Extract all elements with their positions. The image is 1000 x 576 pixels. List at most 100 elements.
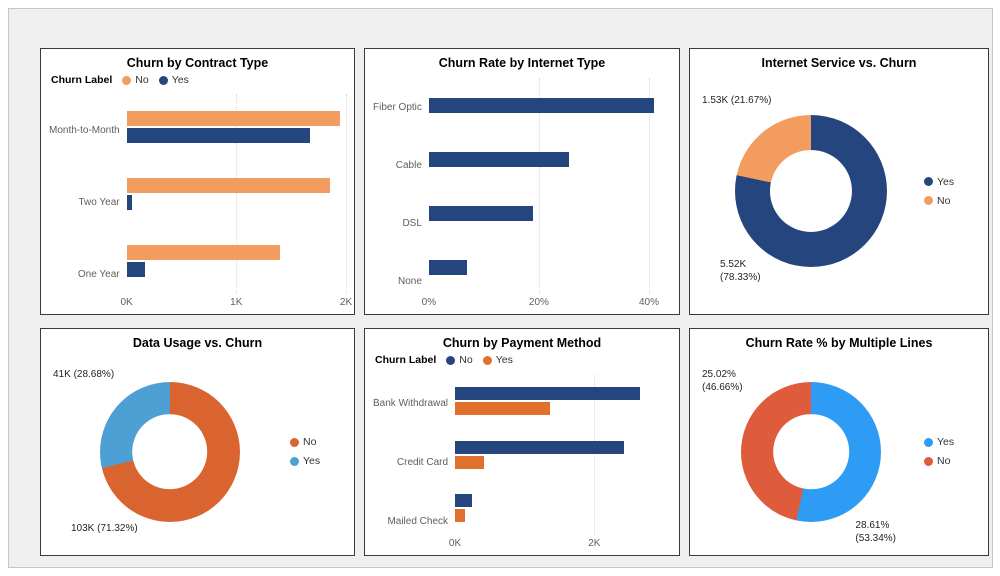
legend-dot [482,355,492,365]
x-axis: 0K 1K 2K [120,294,352,310]
category-label: Month-to-Month [49,124,120,136]
bar-group [428,186,671,240]
bar-group [126,227,346,294]
bar-no[interactable] [455,494,473,508]
bar-no[interactable] [126,111,340,127]
slice-label: 25.02% (46.66%) [702,369,743,393]
legend-item[interactable]: No [924,195,980,207]
legend-item[interactable]: No [122,74,149,86]
category-axis: Month-to-Month Two Year One Year [49,94,127,310]
bar-no[interactable] [455,386,640,400]
legend-title: Churn Label [51,74,113,86]
bar-no[interactable] [455,440,624,454]
churn-by-payment-method-chart: Churn Label No Yes Bank Withdrawal Credit Ca… [373,352,671,551]
chart-legend: Yes No [924,176,980,207]
legend-dot [446,355,456,365]
category-label: Fiber Optic [373,101,422,113]
dashboard-grid: Churn by Contract Type Churn Label No Yes M… [9,9,992,556]
donut-chart[interactable] [99,381,240,522]
legend-label: Yes [937,175,955,188]
bars-area [126,94,347,294]
category-label: Bank Withdrawal [373,398,449,409]
x-axis: 0K 2K [449,535,671,551]
donut-chart[interactable] [735,115,887,267]
x-tick-label: 0K [448,538,462,549]
x-axis: 0% 20% 40% [422,294,671,310]
legend-item[interactable]: No [446,354,473,366]
bar-yes[interactable] [126,195,132,210]
legend-label: Yes [303,455,321,467]
category-label: Credit Card [396,457,449,468]
legend-item[interactable]: No [924,455,980,467]
bar-yes[interactable] [126,128,310,144]
plot-area: Month-to-Month Two Year One Year 0K 1K 2K [49,88,352,310]
legend-item[interactable]: Yes [482,354,513,366]
donut-hole [769,149,853,233]
card-churn-rate-by-multiple-lines: Churn Rate % by Multiple Lines 28.61% (53… [689,328,989,556]
legend-label: No [135,74,149,86]
category-axis: Fiber Optic Cable DSL None [373,78,429,310]
legend-item[interactable]: Yes [924,176,980,188]
internet-service-vs-churn-chart: 5.52K (78.33%) 1.53K (21.67%) Yes No [698,72,980,310]
gridline [648,78,650,294]
bar-churn-rate[interactable] [428,97,655,113]
x-tick-label: 2K [588,538,601,549]
bar-group [455,374,671,428]
churn-rate-by-internet-type-chart: Fiber Optic Cable DSL None 0% 20% 40% [373,72,671,310]
legend-dot [924,196,933,205]
bar-churn-rate[interactable] [428,259,468,275]
chart-legend: No Yes [290,436,346,467]
slice-label: 103K (71.32%) [71,523,138,534]
x-tick-label: 2K [339,297,353,308]
card-internet-service-vs-churn: Internet Service vs. Churn 5.52K (78.33%)… [689,48,989,315]
chart-title: Internet Service vs. Churn [761,56,917,70]
legend-dot [158,75,168,85]
legend-label: Yes [937,436,955,448]
legend-dot [290,456,299,466]
bar-no[interactable] [126,244,281,260]
card-churn-by-contract-type: Churn by Contract Type Churn Label No Yes M… [40,48,355,315]
donut-chart[interactable] [741,381,881,522]
x-tick-label: 0% [421,297,437,308]
legend-title: Churn Label [375,354,437,366]
category-label: DSL [402,217,422,229]
legend-item[interactable]: Yes [924,436,980,448]
bar-churn-rate[interactable] [428,151,570,167]
bar-group [428,78,671,132]
card-churn-by-payment-method: Churn by Payment Method Churn Label No Yes… [364,328,680,556]
slice-label: 5.52K (78.33%) [720,259,761,283]
x-tick-label: 1K [230,297,243,308]
legend-item[interactable]: Yes [158,74,189,86]
dashboard-canvas: Churn by Contract Type Churn Label No Yes M… [8,8,993,568]
bar-yes[interactable] [126,261,145,277]
category-axis: Bank Withdrawal Credit Card Mailed Check [373,374,455,551]
legend-dot [122,75,132,85]
gridline [346,94,347,294]
bars-area [455,374,671,535]
x-tick-label: 20% [528,297,549,308]
donut-hole [773,413,849,490]
chart-title: Churn Rate by Internet Type [438,56,606,70]
bar-yes[interactable] [455,455,485,469]
legend-label: No [937,194,951,207]
legend-label: No [459,354,473,366]
slice-label: 41K (28.68%) [53,369,115,380]
legend-item[interactable]: Yes [290,455,346,467]
gridline [538,78,540,294]
donut-area: 5.52K (78.33%) 1.53K (21.67%) Yes No [698,72,980,310]
bar-group [428,132,671,186]
chart-title: Churn by Payment Method [442,336,602,350]
x-tick-label: 0K [120,297,133,308]
bar-yes[interactable] [455,401,551,415]
plot-area: Fiber Optic Cable DSL None 0% 20% 40% [373,72,671,310]
bar-yes[interactable] [455,509,465,523]
x-tick-label: 40% [638,297,659,308]
bar-no[interactable] [126,178,331,193]
plot-area: Bank Withdrawal Credit Card Mailed Check 0K… [373,368,671,551]
category-label: Cable [395,159,422,171]
bar-churn-rate[interactable] [428,205,534,221]
donut-area: 28.61% (53.34%) 25.02% (46.66%) Yes No [698,352,980,551]
legend-item[interactable]: No [290,436,346,448]
bar-group [126,161,346,228]
legend-label: No [937,455,951,467]
